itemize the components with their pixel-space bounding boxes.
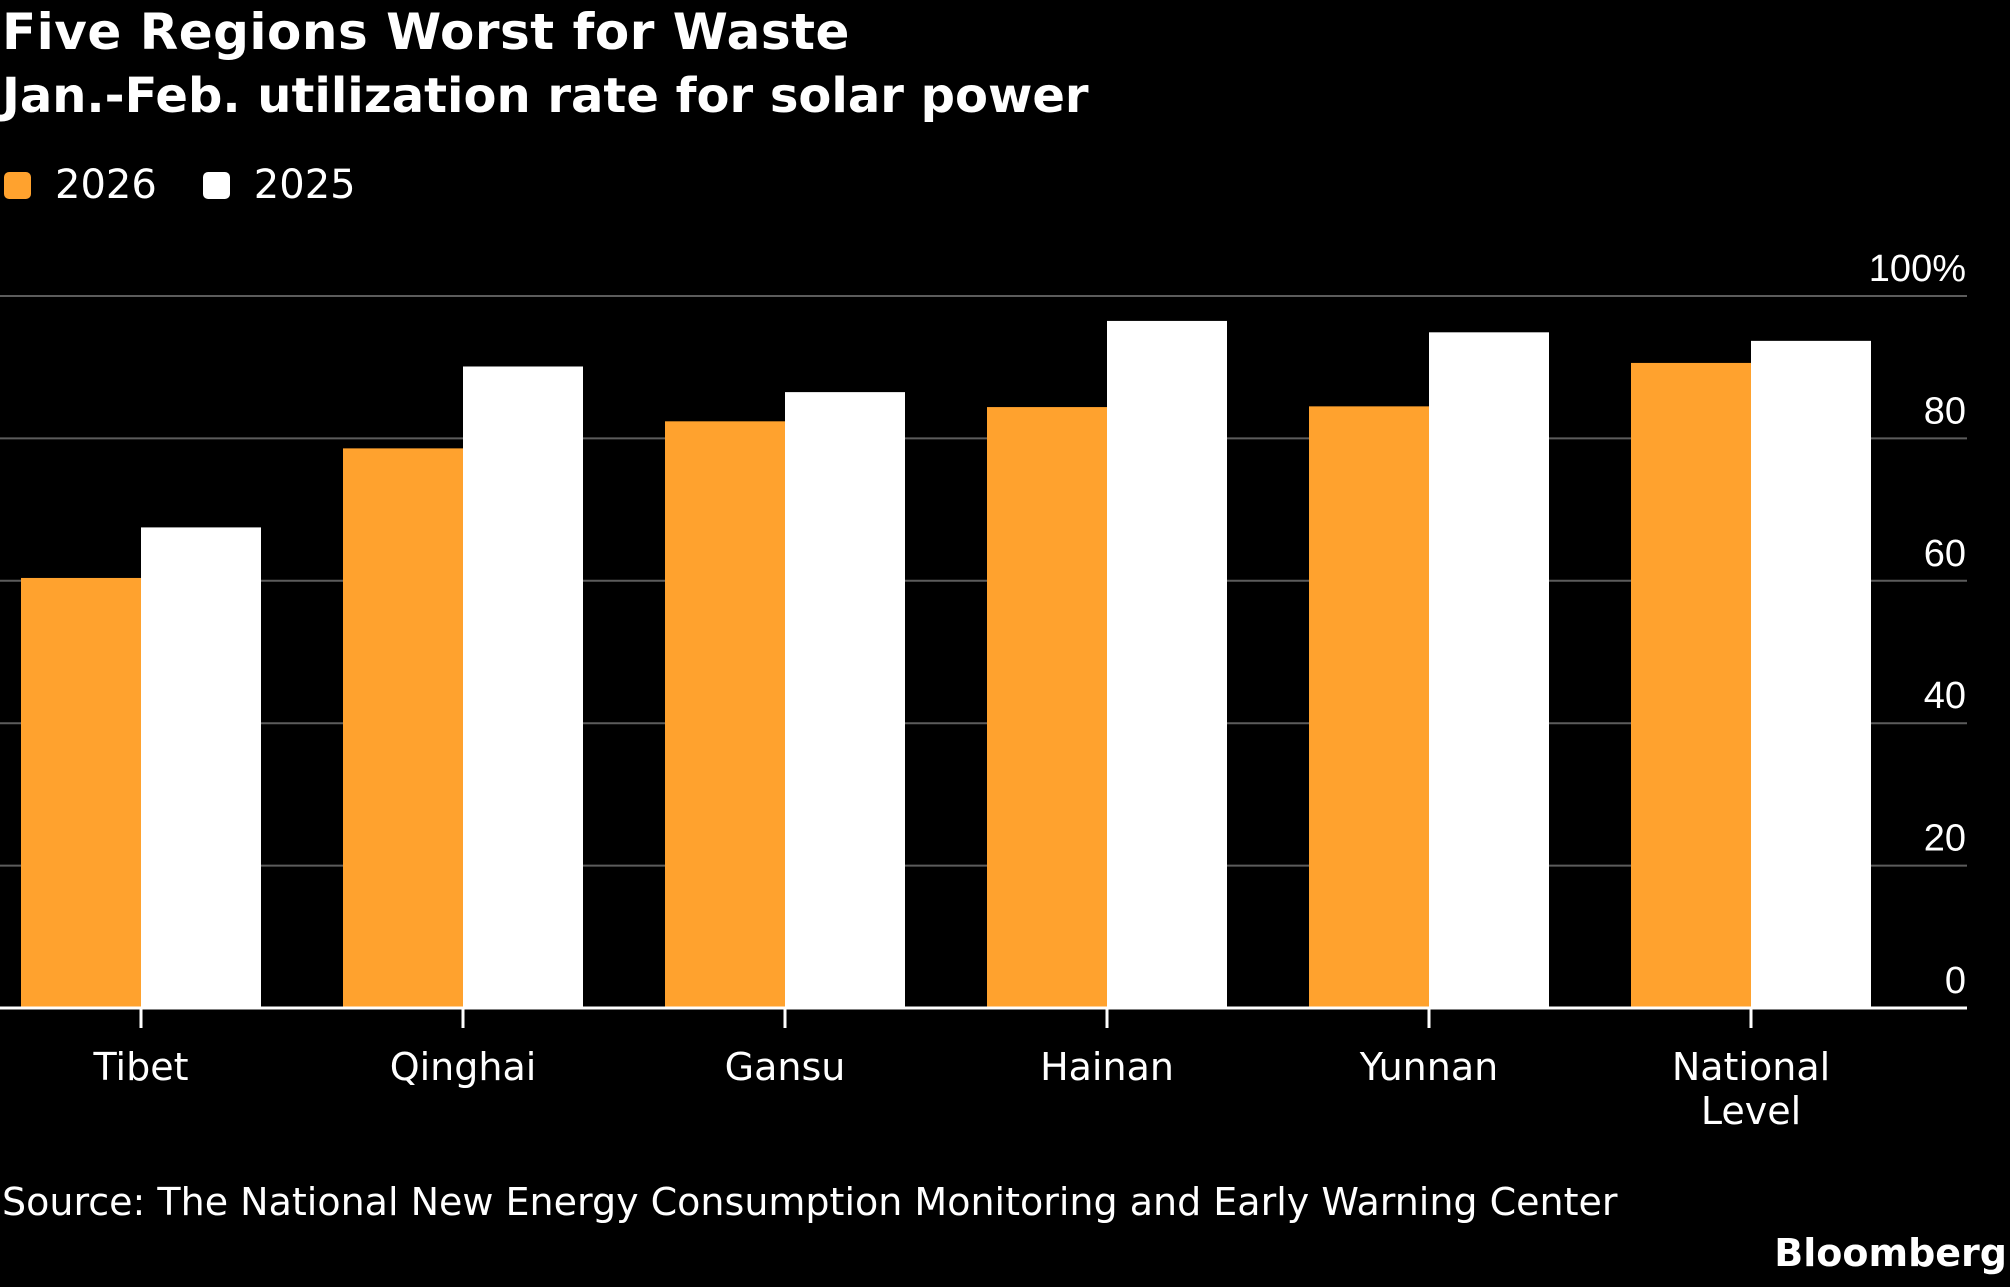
x-tick-label-line: Level xyxy=(1701,1089,1801,1133)
y-tick-label-100: 100% xyxy=(1869,248,1966,290)
x-tick-label-line: Yunnan xyxy=(1359,1045,1498,1089)
bar-2026-hainan xyxy=(987,407,1107,1008)
x-tick-label-tibet: Tibet xyxy=(93,1045,189,1089)
x-tick-label-hainan: Hainan xyxy=(1040,1045,1174,1089)
bar-2025-gansu xyxy=(785,392,905,1008)
bar-2026-national-level xyxy=(1631,362,1751,1009)
x-tick-label-qinghai: Qinghai xyxy=(390,1045,537,1089)
x-tick-label-line: Hainan xyxy=(1040,1045,1174,1089)
bar-2026-yunnan xyxy=(1309,406,1429,1008)
legend: 2026 2025 xyxy=(4,162,402,208)
bar-2026-tibet xyxy=(21,577,141,1008)
x-tick-label-line: Tibet xyxy=(93,1045,189,1089)
legend-item-2025: 2025 xyxy=(202,162,356,208)
bar-2025-hainan xyxy=(1107,320,1227,1008)
x-tick-label-yunnan: Yunnan xyxy=(1359,1045,1498,1089)
bar-2026-gansu xyxy=(665,421,785,1008)
chart-title: Five Regions Worst for Waste xyxy=(2,3,850,61)
y-tick-label-0: 0 xyxy=(1945,960,1966,1002)
y-tick-label-20: 20 xyxy=(1924,818,1966,860)
bar-2026-qinghai xyxy=(343,448,463,1008)
y-tick-label-80: 80 xyxy=(1924,390,1966,432)
y-tick-label-40: 40 xyxy=(1924,675,1966,717)
x-tick-label-gansu: Gansu xyxy=(725,1045,846,1089)
x-tick-label-line: Gansu xyxy=(725,1045,846,1089)
legend-swatch-2025 xyxy=(202,171,230,199)
bar-2025-tibet xyxy=(141,527,261,1008)
chart-subtitle: Jan.-Feb. utilization rate for solar pow… xyxy=(2,68,1089,124)
legend-swatch-2026 xyxy=(4,171,31,199)
bloomberg-logo: Bloomberg xyxy=(1774,1231,2007,1275)
legend-label-2025: 2025 xyxy=(253,162,356,208)
x-tick-label-line: National xyxy=(1672,1045,1830,1089)
legend-item-2026: 2026 xyxy=(4,162,157,208)
legend-label-2026: 2026 xyxy=(55,162,157,208)
bar-2025-qinghai xyxy=(463,366,583,1008)
x-tick-label-line: Qinghai xyxy=(390,1045,537,1089)
source-note: Source: The National New Energy Consumpt… xyxy=(2,1180,1618,1224)
bar-2025-national-level xyxy=(1751,340,1871,1009)
x-tick-label-national-level: National Level xyxy=(1672,1045,1830,1133)
bar-2025-yunnan xyxy=(1429,332,1549,1008)
y-tick-label-60: 60 xyxy=(1924,533,1966,575)
